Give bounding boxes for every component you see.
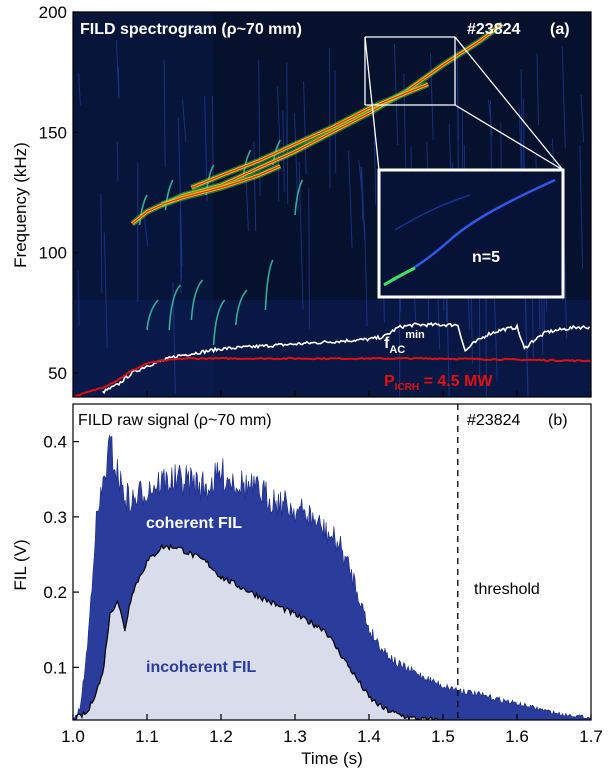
chirp-trace [190,279,204,321]
raw-signal-shot: #23824 [467,412,520,429]
y-tick-label: 0.2 [43,583,67,602]
noise-streak [286,62,289,204]
x-tick-label: 1.6 [505,727,529,746]
x-tick-label: 1.7 [579,727,603,746]
chirp-trace [294,179,304,216]
noise-streak [182,99,187,143]
noise-streak [364,220,368,327]
chirp-trace [235,289,248,326]
raw-signal-title: FILD raw signal (ρ~70 mm) [78,412,272,429]
spectrogram-panel: n=5 FILD spectrogram (ρ~70 mm) #23824 (a… [11,3,592,398]
y-tick-label: 0.4 [43,433,67,452]
noise-streak [485,283,487,397]
picrh-line [73,356,591,397]
chirp-trace [212,299,226,346]
spectrogram-texture [73,12,591,397]
noise-streak [77,270,80,326]
noise-streak [179,208,182,294]
noise-streak [373,127,377,205]
raw-signal-panel: FILD raw signal (ρ~70 mm) #23824 (b) coh… [11,391,603,768]
fac-min-label: fACmin [384,329,425,356]
chirp-trace [168,284,181,331]
raw-signal-y-ticks: 0.1 0.2 0.3 0.4 [43,433,79,677]
noise-streak [78,72,81,106]
noise-streak [143,211,149,247]
chirp-trace [164,179,174,211]
spectrogram-title: FILD spectrogram (ρ~70 mm) [80,21,302,38]
spectrogram-y-label: Frequency (kHz) [11,142,30,268]
spectrogram-y-ticks: 50 100 150 200 [39,3,79,383]
chirp-trace [146,299,159,331]
spectrogram-shot: #23824 [467,21,520,38]
noise-streak [579,145,584,269]
inset-label: n=5 [472,249,500,266]
x-tick-label: 1.3 [283,727,307,746]
raw-signal-panel-label: (b) [548,412,568,429]
noise-streak [358,160,364,200]
noise-streak [100,193,103,294]
noise-streak [103,232,108,349]
raw-signal-x-label: Time (s) [301,749,363,768]
incoherent-area [73,544,442,720]
x-tick-label: 1.4 [357,727,381,746]
raw-signal-frame [72,403,592,721]
noise-streak [177,117,183,268]
incoherent-line [73,543,442,720]
noise-streak [116,141,119,182]
mode-trace [161,165,281,206]
chirp-trace [138,194,148,226]
spectrogram-frame [72,11,592,398]
noise-streak [580,94,585,143]
inset-mode-hot [383,266,416,287]
spectrogram-panel-label: (a) [550,21,570,38]
x-tick-label: 1.5 [431,727,455,746]
x-tick-label: 1.1 [135,727,159,746]
picrh-label: PICRH = 4.5 MW [384,373,493,393]
x-tick-label: 1.2 [209,727,233,746]
incoherent-label: incoherent FIL [146,659,256,676]
y-tick-label: 200 [39,3,67,22]
raw-signal-x-ticks: 1.0 1.1 1.2 1.3 1.4 1.5 1.6 1.7 [61,391,603,746]
mode-trace [191,83,429,189]
noise-streak [163,59,166,168]
raw-signal-y-label: FIL (V) [11,539,30,590]
noise-streak [561,46,566,149]
noise-streak [334,70,337,173]
noise-streak [277,86,281,145]
noise-streak [253,141,257,232]
y-tick-label: 150 [39,123,67,142]
x-tick-label: 1.0 [61,727,85,746]
fac-min-line [102,322,591,395]
noise-streak [536,53,539,126]
coherent-label: coherent FIL [146,515,242,532]
noise-streak [303,81,307,175]
noise-streak [361,166,366,241]
noise-streak [348,150,353,249]
y-tick-label: 100 [39,244,67,263]
noise-streak [308,188,310,329]
y-tick-label: 0.1 [43,658,67,677]
noise-streak [430,53,434,140]
y-tick-label: 50 [48,364,67,383]
chirp-trace [264,259,274,311]
noise-streak [488,99,493,137]
threshold-label: threshold [474,581,540,598]
y-tick-label: 0.3 [43,508,67,527]
zoom-inset: n=5 [364,36,565,299]
